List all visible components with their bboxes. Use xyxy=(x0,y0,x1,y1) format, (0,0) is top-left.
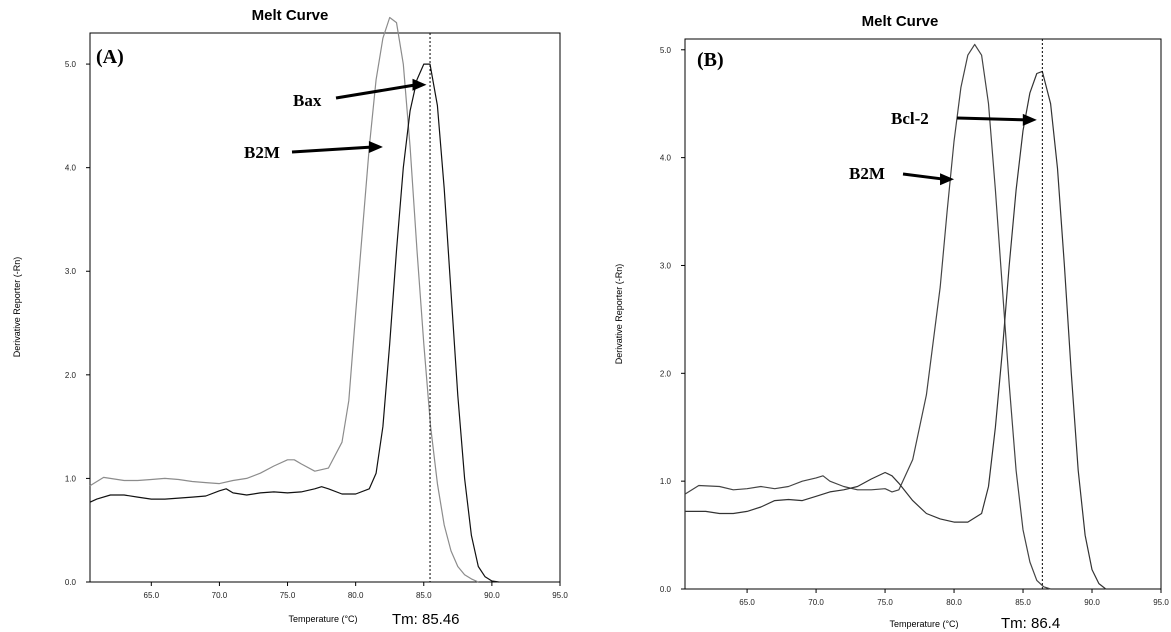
chart-b-tm-label: Tm: 86.4 xyxy=(1001,615,1060,632)
x-tick-label: 85.0 xyxy=(1015,598,1031,607)
chart-a-xlabel: Temperature (°C) xyxy=(288,614,357,624)
chart-b-ticks: 65.0 70.0 75.0 80.0 85.0 90.0 95.0 0.0 1.0 2.0 3.0… xyxy=(660,46,1169,607)
x-tick-label: 75.0 xyxy=(280,591,296,600)
y-tick-label: 1.0 xyxy=(65,474,77,483)
melt-curve-chart-b: Melt Curve (B) Derivative Reporter (-Rn)… xyxy=(614,13,1169,632)
chart-a-tm-label: Tm: 85.46 xyxy=(392,611,460,628)
x-tick-label: 65.0 xyxy=(144,591,160,600)
annotation-label: B2M xyxy=(244,143,280,162)
series-line-1 xyxy=(684,43,1051,590)
annotation-arrow-shaft xyxy=(335,83,417,100)
chart-a-title: Melt Curve xyxy=(252,7,329,24)
y-tick-label: 0.0 xyxy=(660,585,672,594)
x-tick-label: 95.0 xyxy=(1153,598,1169,607)
y-tick-label: 3.0 xyxy=(65,267,77,276)
y-tick-label: 5.0 xyxy=(65,60,77,69)
annotation-arrow-head xyxy=(368,140,383,153)
annotation-label: B2M xyxy=(849,164,885,183)
annotation-arrow-head xyxy=(1022,113,1037,126)
chart-b-ylabel: Derivative Reporter (-Rn) xyxy=(614,264,624,365)
x-tick-label: 80.0 xyxy=(946,598,962,607)
x-tick-label: 75.0 xyxy=(877,598,893,607)
x-tick-label: 80.0 xyxy=(348,591,364,600)
y-tick-label: 5.0 xyxy=(660,46,672,55)
x-tick-label: 70.0 xyxy=(212,591,228,600)
y-tick-label: 1.0 xyxy=(660,477,672,486)
chart-a-ticks: 65.0 70.0 75.0 80.0 85.0 90.0 95.0 0.0 1.0 2.0 3.0… xyxy=(65,60,568,600)
chart-b-title: Melt Curve xyxy=(862,13,939,30)
x-tick-label: 70.0 xyxy=(808,598,824,607)
chart-b-panel-label: (B) xyxy=(697,49,724,71)
y-tick-label: 4.0 xyxy=(65,164,77,173)
y-tick-label: 3.0 xyxy=(660,261,672,270)
annotation-arrow-head xyxy=(940,173,955,186)
annotation-label: Bax xyxy=(293,91,322,110)
chart-a-series xyxy=(89,16,499,583)
annotation-arrow-shaft xyxy=(956,116,1027,122)
series-line-2 xyxy=(685,70,1107,590)
chart-a-annotations: Bax B2M xyxy=(244,78,427,162)
x-tick-label: 95.0 xyxy=(552,591,568,600)
annotation-arrow-head xyxy=(412,78,427,91)
annotation-arrow-shaft xyxy=(291,145,373,154)
y-tick-label: 2.0 xyxy=(65,371,77,380)
series-line-2 xyxy=(89,63,499,583)
series-line-1 xyxy=(89,16,479,583)
chart-a-ylabel: Derivative Reporter (-Rn) xyxy=(12,257,22,358)
x-tick-label: 90.0 xyxy=(1084,598,1100,607)
chart-b-series xyxy=(684,39,1107,590)
melt-curve-chart-a: Melt Curve (A) Derivative Reporter (-Rn)… xyxy=(12,7,568,628)
chart-a-plot-area xyxy=(89,32,561,583)
y-tick-label: 4.0 xyxy=(660,154,672,163)
y-tick-label: 2.0 xyxy=(660,369,672,378)
annotation-label: Bcl-2 xyxy=(891,109,929,128)
y-tick-label: 0.0 xyxy=(65,578,77,587)
x-tick-label: 90.0 xyxy=(484,591,500,600)
chart-b-xlabel: Temperature (°C) xyxy=(889,619,958,629)
annotation-arrow-shaft xyxy=(902,172,945,181)
x-tick-label: 65.0 xyxy=(739,598,755,607)
chart-b-annotations: Bcl-2 B2M xyxy=(849,109,1037,186)
chart-a-panel-label: (A) xyxy=(96,46,124,68)
x-tick-label: 85.0 xyxy=(416,591,432,600)
